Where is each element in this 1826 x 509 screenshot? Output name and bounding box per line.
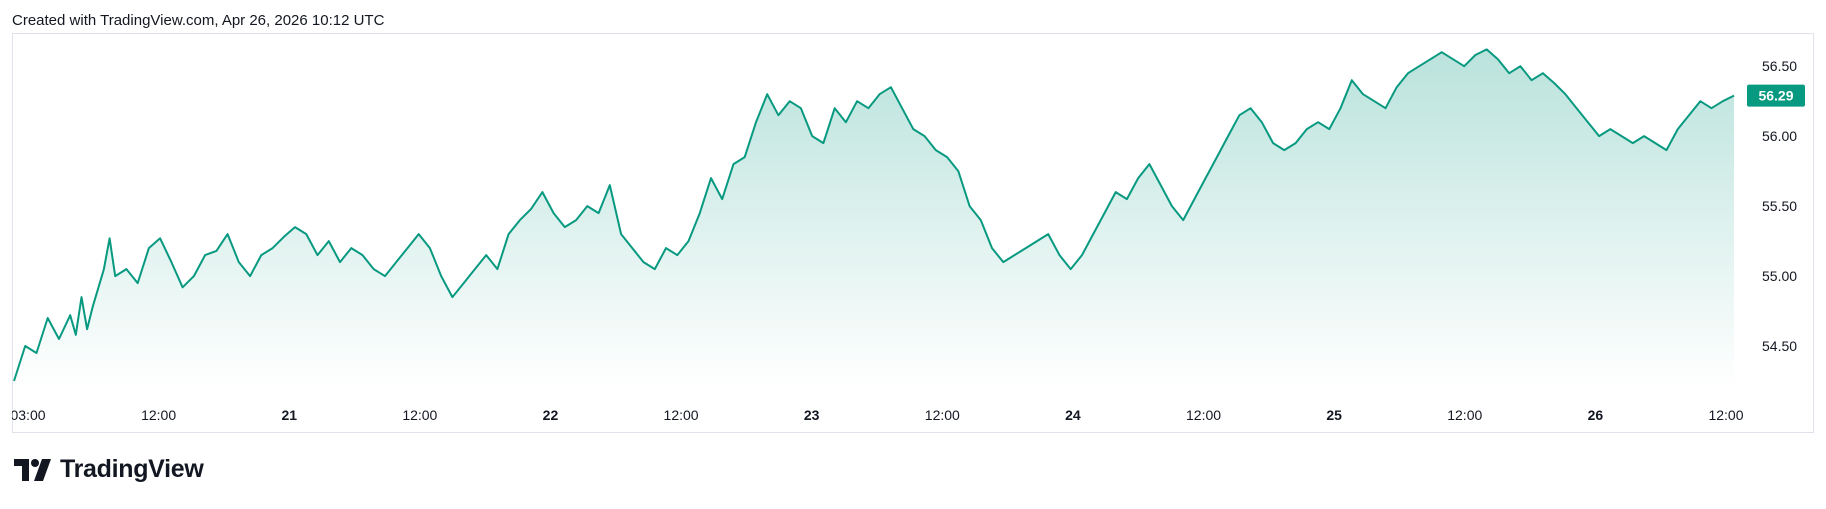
x-tick-label: 26	[1588, 407, 1604, 423]
y-tick-label: 56.00	[1762, 128, 1797, 144]
x-tick-label: 12:00	[1447, 407, 1482, 423]
chart-caption: Created with TradingView.com, Apr 26, 20…	[12, 12, 385, 29]
x-tick-label: 25	[1326, 407, 1342, 423]
last-price-badge	[1747, 84, 1805, 107]
y-tick-label: 56.50	[1762, 58, 1797, 74]
y-tick-label: 54.50	[1762, 338, 1797, 354]
tradingview-logo-text: TradingView	[60, 455, 204, 483]
x-tick-label: 12:00	[1708, 407, 1743, 423]
x-tick-label: 12:00	[1186, 407, 1221, 423]
x-tick-label: 22	[543, 407, 559, 423]
x-tick-label: 03:00	[12, 407, 46, 423]
y-tick-label: 55.00	[1762, 268, 1797, 284]
series-line	[13, 48, 1735, 382]
x-tick-label: 23	[804, 407, 820, 423]
x-tick-label: 24	[1065, 407, 1081, 423]
x-tick-label: 12:00	[925, 407, 960, 423]
area-chart: 56.50 56.00 55.50 55.00 54.50 03:00 12:00 21 12…	[12, 48, 1805, 423]
last-price-label: 56.29	[1758, 88, 1793, 104]
x-tick-label: 12:00	[664, 407, 699, 423]
tradingview-logo-icon	[14, 458, 51, 481]
y-tick-label: 55.50	[1762, 198, 1797, 214]
x-tick-label: 12:00	[402, 407, 437, 423]
x-tick-label: 21	[281, 407, 297, 423]
x-tick-label: 12:00	[141, 407, 176, 423]
tradingview-logo[interactable]: TradingView	[14, 455, 204, 484]
chart-frame	[12, 33, 1814, 433]
